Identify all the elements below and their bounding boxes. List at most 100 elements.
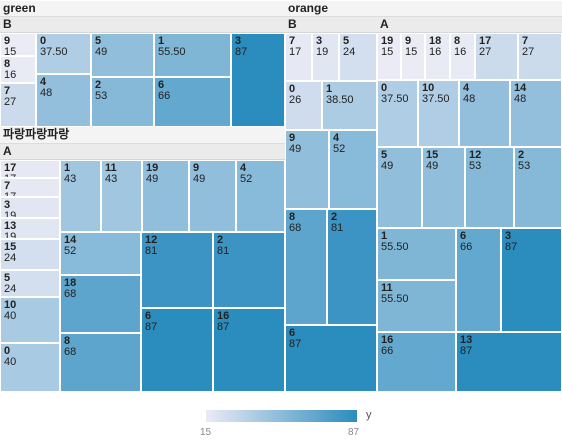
tile-label: 9: [289, 132, 296, 144]
subgroup-header: A: [377, 17, 562, 33]
subgroup-header: A: [0, 144, 285, 160]
treemap-tile: 4 52: [236, 160, 285, 232]
tile-value: 15: [4, 46, 17, 56]
tile-label: 18: [429, 35, 442, 47]
group-header: orange: [285, 1, 562, 17]
tile-label: 4: [333, 132, 340, 144]
treemap-tile: 2 53: [514, 147, 562, 228]
tile-value: 53: [95, 90, 108, 102]
treemap-tile: 4 48: [36, 74, 91, 127]
tile-value: 26: [289, 94, 302, 106]
tile-value: 55.50: [381, 293, 409, 305]
tile-label: 6: [145, 310, 152, 322]
tile-value: 24: [4, 252, 17, 264]
treemap-tile: 3 87: [501, 228, 562, 332]
tile-value: 37.50: [40, 46, 68, 58]
treemap-tile: 14 48: [510, 80, 562, 147]
tile-value: 15: [381, 46, 394, 58]
treemap-tile: 15 49: [422, 147, 465, 228]
tile-label: 2: [217, 234, 224, 246]
tile-label: 11: [105, 162, 117, 174]
tile-value: 87: [505, 241, 518, 253]
treemap-tile: 8 16: [0, 56, 36, 83]
tile-label: 18: [64, 277, 77, 289]
tile-label: 13: [4, 220, 17, 232]
tile-label: 7: [4, 85, 11, 97]
tile-label: 8: [289, 211, 296, 223]
tile-value: 48: [463, 93, 476, 105]
tile-value: 52: [240, 173, 253, 185]
tile-value: 52: [64, 245, 77, 257]
tile-value: 66: [158, 90, 171, 102]
tile-value: 19: [4, 210, 17, 218]
treemap-tile: 9 15: [401, 33, 425, 80]
tile-label: 10: [4, 299, 17, 311]
tile-value: 66: [460, 241, 473, 253]
tile-label: 8: [64, 335, 71, 347]
tile-value: 27: [4, 96, 17, 108]
tile-value: 16: [4, 69, 17, 81]
tile-value: 15: [405, 46, 418, 58]
tile-value: 87: [235, 46, 248, 58]
tile-label: 19: [146, 162, 159, 174]
tile-label: 12: [145, 234, 158, 246]
tile-label: 15: [4, 241, 17, 253]
treemap-tile: 18 68: [60, 275, 141, 333]
tile-value: 37.50: [381, 93, 409, 105]
tile-value: 81: [217, 245, 230, 257]
treemap-tile: 9 49: [189, 160, 236, 232]
tile-label: 14: [514, 82, 527, 94]
tile-label: 2: [518, 149, 525, 161]
tile-value: 87: [217, 321, 230, 333]
treemap-tile: 7 27: [518, 33, 562, 80]
tile-label: 1: [326, 83, 333, 95]
treemap-tile: 19 15: [377, 33, 401, 80]
treemap-tile: 17 27: [475, 33, 518, 80]
treemap-tile: 13 87: [456, 332, 562, 392]
group-header: green: [0, 1, 285, 17]
tile-label: 0: [381, 82, 388, 94]
tile-label: 19: [381, 35, 394, 47]
treemap-tile: 1 55.50: [154, 33, 231, 77]
color-scale-bar: [206, 410, 357, 422]
treemap-tile: 0 26: [285, 81, 322, 130]
tile-value: 40: [4, 310, 17, 322]
tile-label: 6: [158, 79, 165, 91]
tile-label: 9: [193, 162, 200, 174]
treemap-tile: 14 52: [60, 232, 141, 275]
tile-value: 16: [454, 46, 467, 58]
tile-value: 49: [381, 160, 394, 172]
treemap-tile: 5 49: [91, 33, 154, 77]
tile-label: 1: [158, 35, 165, 47]
tile-label: 13: [460, 334, 473, 346]
treemap-tile: 16 66: [377, 332, 456, 392]
tile-value: 19: [316, 46, 329, 58]
treemap-tile: 0 40: [0, 343, 60, 392]
tile-value: 17: [4, 191, 17, 197]
tile-label: 5: [95, 35, 102, 47]
tile-label: 0: [289, 83, 296, 95]
treemap-tile: 1 38.50: [322, 81, 377, 130]
treemap-tile: 5 24: [0, 270, 60, 297]
tile-label: 17: [479, 35, 492, 47]
tile-value: 53: [469, 160, 482, 172]
tile-label: 3: [235, 35, 242, 47]
treemap-tile: 8 68: [285, 209, 327, 325]
treemap-tile: 1 55.50: [377, 228, 456, 280]
treemap-tile: 19 49: [142, 160, 189, 232]
tile-value: 81: [331, 222, 344, 234]
treemap-tile: 3 19: [0, 197, 60, 218]
treemap-tile: 2 81: [213, 232, 285, 308]
tile-value: 40: [4, 356, 17, 368]
tile-value: 27: [522, 46, 535, 58]
tile-value: 17: [4, 174, 59, 178]
treemap-tile: 6 66: [154, 77, 231, 127]
tile-value: 16: [429, 46, 442, 58]
treemap-tile: 13 19: [0, 218, 60, 239]
treemap-plot-area: green 파랑파랑파랑 orange B A B A 9 15 8 16 7 27 0 37.50 4 48 5…: [0, 1, 562, 392]
tile-value: 55.50: [381, 241, 409, 253]
treemap-tile: 8 68: [60, 333, 141, 392]
tile-label: 14: [64, 234, 77, 246]
tile-label: 4: [40, 76, 47, 88]
